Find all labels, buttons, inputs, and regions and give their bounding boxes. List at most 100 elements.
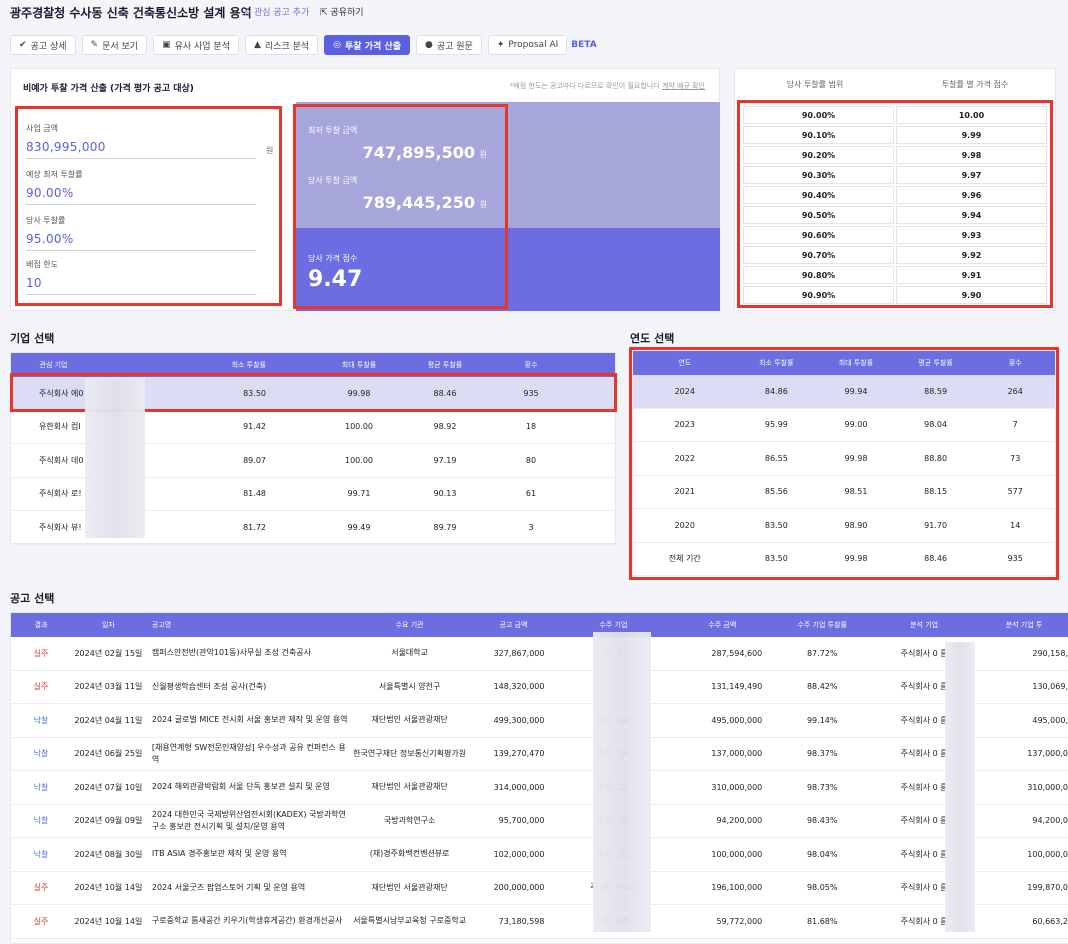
share-button[interactable]: ⇱ 공유하기 [320,8,364,18]
expected-min-rate-input[interactable]: 90.00% [26,186,256,205]
score-limit-field[interactable]: 배점 한도 10 [26,259,256,295]
tab-notice-detail[interactable]: ✔ 공고 상세 [10,35,76,55]
company-header-cell: 횟수 [524,361,538,369]
won-unit: 원 [266,146,274,155]
analysis-amount-cell: 137,000,0 [1027,749,1068,759]
notice-name-cell: 2024 대한민국 국제방위산업전시회(KADEX) 국방과학연구소 홍보관 전… [151,809,346,831]
notice-row[interactable]: 실주 2024년 03월 11일 신월평생학습센터 조성 공사(건축) 서울특별시 양… [11,671,1068,704]
year-row[interactable]: 2022 86.55 99.98 88.80 73 [633,442,1055,476]
notice-row[interactable]: 낙찰 2024년 09월 09일 2024 대한민국 국제방위산업전시회(KADEX… [11,805,1068,838]
year-row[interactable]: 전체 기간 83.50 99.98 88.46 935 [633,543,1055,576]
tab-proposal-ai[interactable]: ✦ Proposal AI [487,35,568,55]
year-stat-cell: 99.94 [844,386,868,396]
analysis-amount-cell: 94,200,0 [1032,816,1068,826]
expected-min-rate-field[interactable]: 예상 최저 투찰률 90.00% [26,169,256,205]
score-limit-input[interactable]: 10 [26,276,256,295]
year-row[interactable]: 2020 83.50 98.90 91.70 14 [633,509,1055,543]
company-section-title: 기업 선택 [10,332,55,345]
range-row[interactable]: 90.80% 9.91 [743,266,1047,284]
notice-row[interactable]: 낙찰 2024년 04월 11일 2024 글로벌 MICE 전시회 서울 홍보관 … [11,704,1068,738]
company-stat-cell: 89.79 [433,522,457,532]
winner-rate-cell: 99.14% [806,715,838,725]
company-name-cell: 주식회사 데0 [39,455,84,465]
range-score-cell: 9.94 [896,206,1047,224]
analysis-company-cell: 주식회사 0 름 [900,782,948,792]
range-rate-cell: 90.30% [743,166,894,184]
analysis-company-cell: 주식회사 0 름 [900,883,948,893]
company-stat-cell: 80 [525,455,537,465]
notice-section-title: 공고 선택 [10,592,55,605]
analysis-company-cell: 주식회사 0 름 [900,648,948,658]
range-row[interactable]: 90.30% 9.97 [743,166,1047,184]
agency-cell: (재)경주화백컨벤션뷰로 [369,849,450,859]
company-stat-cell: 81.48 [243,489,266,499]
notice-row[interactable]: 낙찰 2024년 07월 10일 2024 해외관광박람회 서울 단독 홍보관 설치… [11,771,1068,805]
range-row[interactable]: 90.20% 9.98 [743,146,1047,164]
year-stat-cell: 577 [1007,487,1023,497]
company-row[interactable]: 주식회사 로! 81.48 99.71 90.13 61 [11,478,615,511]
range-score-cell: 9.92 [896,246,1047,264]
result-cell: 낙찰 [33,715,49,725]
tab-document-view[interactable]: ✎ 문서 보기 [81,35,148,55]
year-stat-cell: 88.80 [924,453,948,463]
winner-rate-cell: 98.73% [806,782,838,792]
range-row[interactable]: 90.10% 9.99 [743,126,1047,144]
range-row[interactable]: 90.60% 9.93 [743,226,1047,244]
flag-icon: ● [424,40,433,50]
range-row[interactable]: 90.90% 9.90 [743,286,1047,304]
project-amount-field[interactable]: 사업 금액 830,995,000 [26,123,256,159]
year-row[interactable]: 2023 95.99 99.00 98.04 7 [633,409,1055,442]
year-row[interactable]: 2021 85.56 98.51 88.15 577 [633,476,1055,509]
year-cell: 2023 [674,420,695,430]
range-score-cell: 9.91 [896,266,1047,284]
our-rate-input[interactable]: 95.00% [26,232,256,251]
winner-rate-cell: 98.04% [806,849,838,859]
company-row[interactable]: 유한회사 컴I 91.42 100.00 98.92 18 [11,411,615,444]
year-cell: 2024 [674,386,695,396]
company-header-cell: 최소 투찰률 [231,361,266,369]
tab-bid-price[interactable]: ◎ 투찰 가격 산출 [324,35,410,55]
win-amount-cell: 94,200,000 [716,816,763,826]
our-rate-field[interactable]: 당사 투찰률 95.00% [26,215,256,251]
notice-row[interactable]: 낙찰 2024년 06월 25일 [채용연계형 SW전문인재양성] 우수성과 공유 … [11,738,1068,771]
tab-risk-analysis[interactable]: ▲ 리스크 분석 [244,35,319,55]
company-stat-cell: 100.00 [345,422,373,432]
notice-row[interactable]: 실주 2024년 02월 15일 캠퍼스안전반(관악101동)사무실 조성 건축공사… [11,637,1068,671]
range-row[interactable]: 90.50% 9.94 [743,206,1047,224]
winner-rate-cell: 98.05% [806,883,838,893]
rate-range-card: 당사 투찰률 범위 투찰률 별 가격 점수 [734,68,1056,311]
add-favorite-button[interactable]: ★ 관심 공고 추가 [243,8,310,18]
year-stat-cell: 86.55 [764,453,788,463]
range-row[interactable]: 90.40% 9.96 [743,186,1047,204]
notice-row[interactable]: 실주 2024년 10월 14일 2024 서울굿즈 팝업스토어 기획 및 운영 용… [11,872,1068,905]
project-amount-input[interactable]: 830,995,000 [26,140,256,159]
contract-rule-link[interactable]: 계약 예규 확인 [661,82,705,90]
range-row[interactable]: 90.70% 9.92 [743,246,1047,264]
notice-row[interactable]: 실주 2024년 10월 14일 구로중학교 틈새공간 키우기(학생휴게공간) 환경… [11,905,1068,939]
year-stat-cell: 83.50 [764,554,788,564]
analysis-company-cell: 주식회사 0 름 [900,682,948,692]
analysis-amount-cell: 60,663,2 [1032,916,1068,926]
range-score-cell: 10.00 [896,106,1047,124]
year-row[interactable]: 2024 84.86 99.94 88.59 264 [633,375,1055,409]
tab-original-notice[interactable]: ● 공고 원문 [415,35,482,55]
notice-name-cell: 캠퍼스안전반(관악101동)사무실 조성 건축공사 [151,648,311,658]
company-name-cell: 주식회사 로! [39,489,82,499]
result-cell: 낙찰 [33,749,49,759]
result-cell: 실주 [33,648,49,658]
range-row[interactable]: 90.00% 10.00 [743,106,1047,124]
company-row[interactable]: 주식회사 뷰! 81.72 99.49 89.79 3 [11,511,615,545]
tab-similar-analysis[interactable]: ▣ 유사 사업 분석 [153,35,239,55]
company-header-cell: 관심 기업 [39,361,68,369]
notice-row[interactable]: 낙찰 2024년 08월 30일 ITB ASIA 경주홍보관 제작 및 운영 용역… [11,838,1068,872]
year-cell: 2022 [674,453,695,463]
winner-rate-cell: 81.68% [806,916,838,926]
our-bid-value: 789,445,250 [362,193,475,212]
date-cell: 2024년 08월 30일 [74,849,143,859]
result-panel-top [296,102,720,228]
company-row[interactable]: 주식회사 데0 89.07 100.00 97.19 80 [11,444,615,478]
year-stat-cell: 98.04 [924,420,948,430]
year-stat-cell: 88.46 [924,554,948,564]
range-rate-cell: 90.70% [743,246,894,264]
rate-range-table: 90.00% 10.00 90.10% 9.99 90.20% 9.98 90.30% 9.9… [737,100,1053,308]
